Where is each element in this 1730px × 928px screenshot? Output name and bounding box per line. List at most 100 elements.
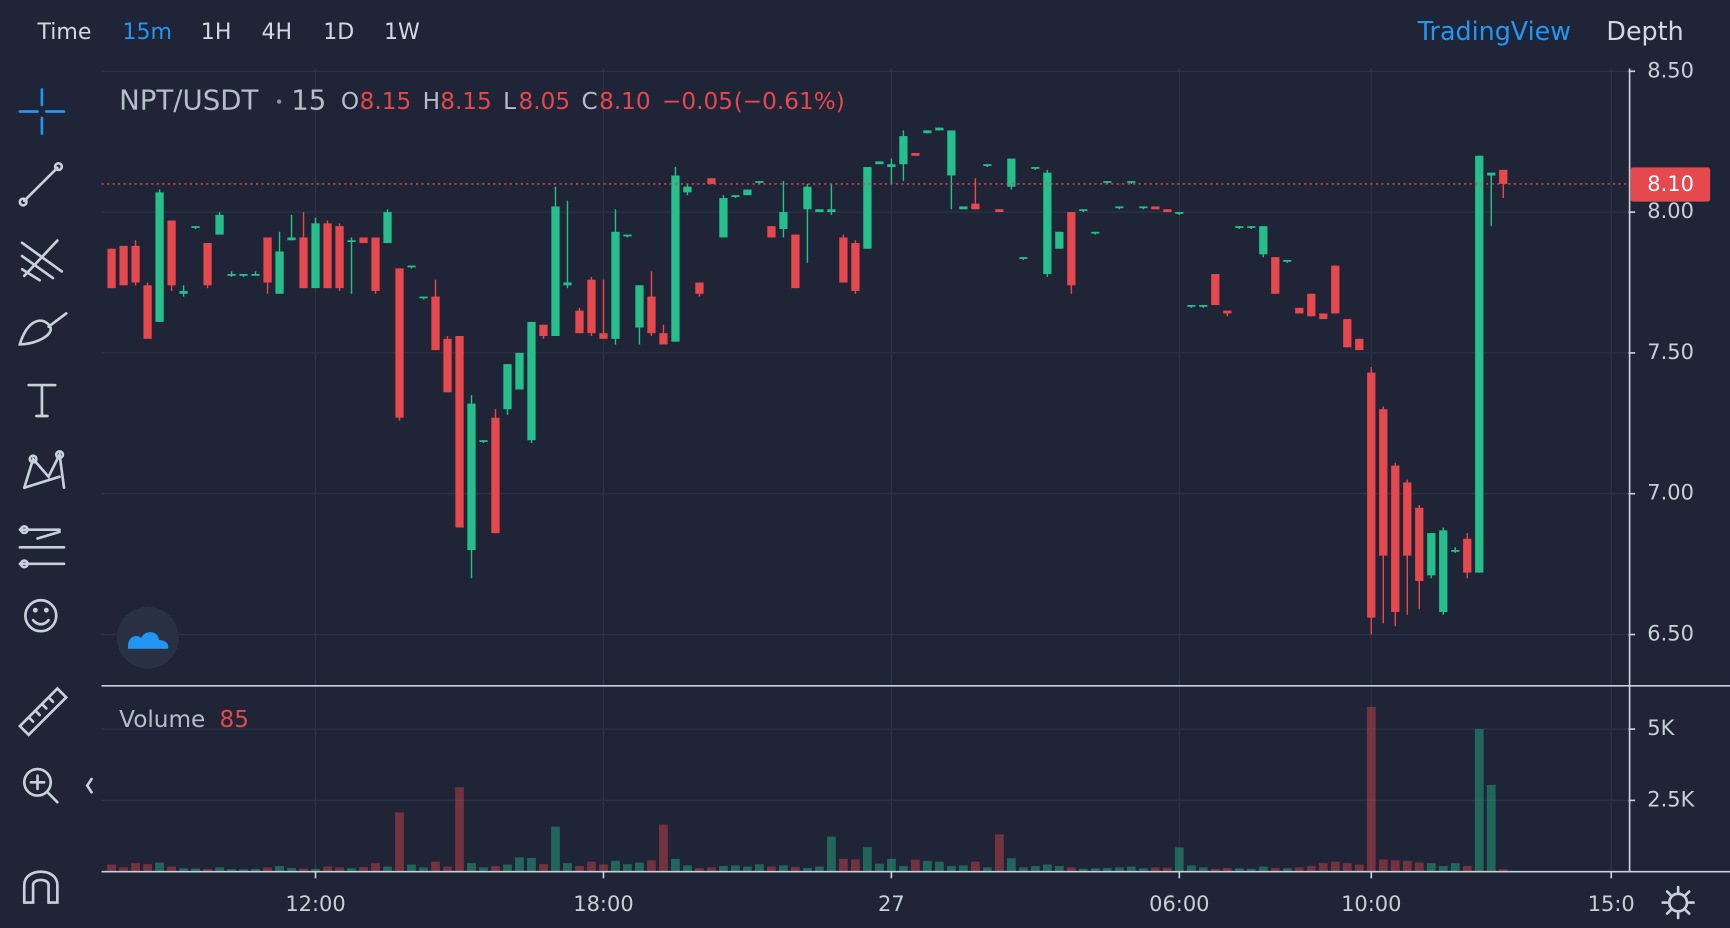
volume-bar — [1258, 866, 1268, 872]
volume-bar — [1054, 865, 1064, 872]
volume-bar — [1342, 863, 1352, 872]
candle-body — [1499, 169, 1508, 184]
y-tick-label: 7.00 — [1647, 481, 1694, 505]
interval-button[interactable]: 15m — [122, 20, 172, 45]
volume-bar — [635, 862, 644, 872]
candle-body — [515, 352, 524, 390]
volume-bar — [695, 868, 704, 872]
candle-body — [371, 237, 380, 291]
candle-body — [887, 164, 896, 168]
candle-body — [383, 212, 392, 244]
candle-body — [1067, 212, 1076, 286]
candle-body — [1415, 507, 1424, 582]
depth-tab[interactable]: Depth — [1606, 16, 1683, 46]
volume-bar — [814, 866, 824, 872]
volume-bar — [455, 787, 464, 872]
volume-bar — [1366, 706, 1376, 872]
change-percent: (−0.61%) — [734, 89, 845, 115]
candle-body — [479, 440, 488, 442]
candle-body — [395, 268, 404, 418]
candle-body — [1475, 155, 1484, 573]
candle-body — [947, 130, 956, 176]
volume-bar — [1222, 867, 1232, 872]
x-tick-label: 12:00 — [285, 892, 345, 916]
tradingview-tab[interactable]: TradingView — [1417, 16, 1571, 46]
text-tool[interactable] — [27, 383, 57, 418]
prediction-tool[interactable] — [18, 525, 66, 569]
separator-dot — [276, 99, 282, 104]
settings-icon[interactable] — [1661, 885, 1695, 920]
volume-bar — [838, 858, 848, 872]
volume-bar — [1306, 865, 1316, 872]
collapse-toolbar[interactable] — [85, 777, 93, 794]
candle-body — [251, 274, 260, 276]
brush-tool[interactable] — [18, 312, 68, 346]
volume-bar — [683, 865, 692, 872]
trendline-tool[interactable] — [18, 162, 64, 207]
volume-bar — [1150, 867, 1160, 872]
candle-body — [935, 127, 944, 131]
volume-bar — [1234, 868, 1244, 872]
candle-body — [599, 333, 608, 339]
candle-body — [551, 206, 560, 337]
volume-bar — [203, 868, 212, 872]
magnet-tool[interactable] — [22, 870, 59, 904]
candle-body — [971, 203, 980, 210]
volume-bar — [1378, 859, 1388, 872]
time-button[interactable]: Time — [37, 20, 92, 45]
candle-body — [143, 285, 152, 339]
volume-bar — [1066, 867, 1076, 872]
volume-bar — [515, 857, 524, 872]
candle-body — [671, 175, 680, 342]
candle-body — [683, 186, 692, 193]
high-value: 8.15 — [440, 89, 492, 115]
volume-bar — [335, 867, 344, 872]
volume-bar — [779, 865, 788, 872]
volume-bar — [707, 867, 716, 872]
volume-bar — [1174, 847, 1184, 872]
volume-bar — [671, 858, 680, 872]
candle-body — [431, 296, 440, 351]
volume-bar — [1210, 868, 1220, 872]
candle-body — [263, 237, 272, 283]
interval-button[interactable]: 1W — [384, 20, 420, 45]
pattern-tool[interactable] — [22, 449, 66, 490]
candle-body — [1487, 172, 1496, 176]
y-tick-label: 8.50 — [1647, 58, 1694, 82]
volume-bar — [743, 866, 752, 872]
symbol: NPT/USDT — [119, 84, 258, 117]
volume-bar — [143, 864, 152, 872]
interval-button[interactable]: 1H — [201, 20, 232, 45]
interval-button[interactable]: 4H — [261, 20, 292, 45]
candle-body — [347, 240, 356, 243]
volume-bar — [791, 866, 800, 872]
volume-bar — [383, 866, 392, 872]
x-tick-label: 15:0 — [1588, 892, 1635, 916]
volume-bar — [1126, 866, 1136, 872]
crosshair-tool[interactable] — [18, 88, 66, 135]
volume-bar — [167, 866, 176, 872]
volume-bar — [119, 867, 128, 872]
ruler-tool[interactable] — [17, 686, 69, 737]
volume-bar — [1078, 868, 1088, 872]
volume-bar — [419, 867, 428, 872]
emoji-tool[interactable] — [24, 598, 58, 633]
candle-body — [635, 285, 644, 328]
volume-bar — [323, 866, 332, 872]
volume-bar — [826, 836, 836, 872]
volume-bar — [1318, 863, 1328, 872]
candle-body — [695, 282, 704, 294]
volume-bar — [179, 868, 188, 872]
volume-bar — [371, 863, 380, 872]
volume-bar — [1102, 867, 1112, 872]
zoom-tool[interactable] — [22, 767, 59, 804]
interval-button[interactable]: 1D — [323, 20, 354, 45]
candle-body — [1127, 181, 1136, 183]
fib-tool[interactable] — [20, 239, 64, 282]
candle-body — [1367, 372, 1376, 618]
candle-body — [731, 195, 740, 197]
volume-bar — [1090, 868, 1100, 872]
